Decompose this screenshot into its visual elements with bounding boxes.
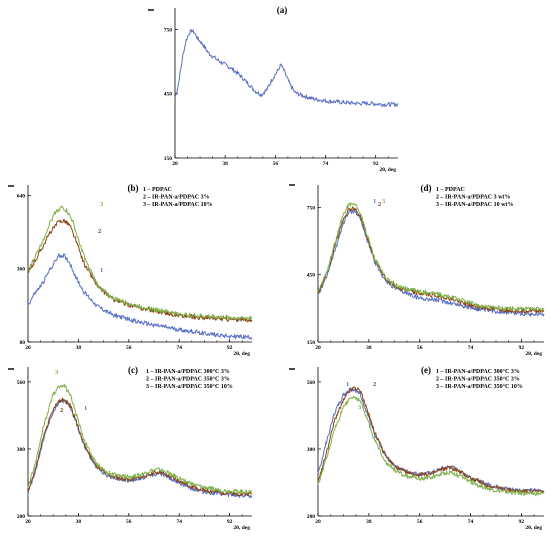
x-tick-label: 74 <box>468 519 474 525</box>
legend-entry-2: 2 – IR-PAN-a/PDPAC 3 wt% <box>436 195 510 201</box>
y-tick-label: 380 <box>307 447 316 453</box>
x-tick-label: 38 <box>366 345 372 351</box>
legend-entry-2: 2 – IR-PAN-a/PDPAC 350°C 3% <box>436 376 520 383</box>
x-tick-label: 74 <box>323 161 329 167</box>
panel-a: 20 38 56 74 92 150 450 750 2θ, deg (a) <box>148 5 399 173</box>
x-tick-label: 92 <box>227 345 233 351</box>
panel-e: 20 38 56 74 92 200 380 560 2θ, deg (e) 1 2 3 1 – IR-P… <box>289 365 545 531</box>
x-axis-label: 2θ, deg <box>525 351 542 357</box>
series-tag-3: 3 <box>382 198 386 205</box>
x-tick-label: 20 <box>315 345 321 351</box>
x-tick-label: 56 <box>126 519 132 525</box>
legend-entry-1: 1 – PDPAC <box>436 187 465 193</box>
y-tick-label: 80 <box>20 340 26 346</box>
series-line-1 <box>27 253 253 340</box>
x-axis-label: 2θ, deg <box>233 525 250 531</box>
x-tick-label: 92 <box>519 519 525 525</box>
legend-entry-1: 1 – IR-PAN-a/PDPAC 300°C 3% <box>436 368 520 375</box>
x-tick-label: 38 <box>76 345 82 351</box>
y-tick-label: 640 <box>17 193 26 199</box>
x-tick-label: 38 <box>76 519 82 525</box>
legend-entry-1: 1 – PDPAC <box>143 187 172 193</box>
y-tick-label: 150 <box>307 340 316 346</box>
x-tick-label: 92 <box>227 519 233 525</box>
series-line-1 <box>174 28 399 108</box>
series-line-1 <box>317 209 545 317</box>
y-tick-label: 750 <box>307 205 316 211</box>
series-line-2 <box>317 386 545 494</box>
series-line-2 <box>27 397 253 497</box>
series-tag-1: 1 <box>100 267 103 274</box>
series-tag-3: 3 <box>100 201 104 208</box>
x-tick-label: 74 <box>468 345 474 351</box>
series-line-2 <box>317 206 545 314</box>
series-tag-3: 3 <box>55 369 59 376</box>
panel-label: (d) <box>421 183 432 193</box>
series-line-1 <box>317 387 545 493</box>
panel-label: (c) <box>128 365 138 375</box>
series-line-3 <box>27 205 253 321</box>
y-tick-label: 150 <box>164 156 173 162</box>
series-tag-1: 1 <box>346 381 349 388</box>
x-tick-label: 38 <box>222 161 228 167</box>
x-tick-label: 56 <box>273 161 279 167</box>
y-tick-label: 200 <box>17 514 26 520</box>
x-tick-label: 92 <box>519 345 525 351</box>
x-tick-label: 56 <box>126 345 132 351</box>
series-tag-3: 3 <box>358 404 362 411</box>
x-tick-label: 20 <box>25 345 31 351</box>
legend-entry-3: 3 – IR-PAN-a/PDPAC 10 wt% <box>436 202 513 208</box>
x-axis-label: 2θ, deg <box>233 351 250 357</box>
panel-label: (a) <box>277 5 288 15</box>
series-tag-1: 1 <box>84 405 87 412</box>
x-tick-label: 74 <box>176 345 182 351</box>
series-tag-1: 1 <box>373 198 376 205</box>
y-tick-label: 380 <box>17 447 26 453</box>
x-axis-label: 2θ, deg <box>525 525 542 531</box>
series-line-3 <box>317 395 545 497</box>
legend-entry-3: 3 – IR-PAN-a/PDPAC 350°C 10% <box>436 383 523 390</box>
legend-entry-1: 1 – IR-PAN-a/PDPAC 300°C 3% <box>146 368 230 375</box>
series-tag-2: 2 <box>378 201 381 208</box>
y-tick-label: 560 <box>17 380 26 386</box>
panel-b: 20 38 56 74 92 80 360 640 2θ, deg (b) 1 2 3 1 – PDPAC… <box>8 183 253 357</box>
series-line-1 <box>27 399 253 498</box>
y-tick-label: 360 <box>17 267 26 273</box>
y-tick-label: 560 <box>307 380 316 386</box>
x-tick-label: 74 <box>176 519 182 525</box>
y-tick-label: 450 <box>307 273 316 279</box>
x-tick-label: 92 <box>373 161 379 167</box>
legend-entry-3: 3 – IR-PAN-a/PDPAC 350°C 10% <box>146 383 233 390</box>
x-axis-label: 2θ, deg <box>379 167 396 173</box>
panel-label: (b) <box>128 183 139 193</box>
x-tick-label: 38 <box>366 519 372 525</box>
series-tag-2: 2 <box>373 381 376 388</box>
y-tick-label: 450 <box>164 92 173 98</box>
series-line-3 <box>27 383 253 494</box>
x-tick-label: 56 <box>417 345 423 351</box>
y-tick-label: 750 <box>164 27 173 33</box>
legend-entry-2: 2 – IR-PAN-a/PDPAC 350°C 3% <box>146 376 230 383</box>
panel-c: 20 38 56 74 92 200 380 560 2θ, deg (c) 1 2 3 1 – IR-P… <box>8 365 253 531</box>
x-tick-label: 20 <box>172 161 178 167</box>
x-tick-label: 20 <box>315 519 321 525</box>
panel-label: (e) <box>421 365 431 375</box>
legend-entry-2: 2 – IR-PAN-a/PDPAC 3% <box>143 195 210 201</box>
legend-entry-3: 3 – IR-PAN-a/PDPAC 10% <box>143 202 213 208</box>
panel-d: 20 38 56 74 92 150 450 750 2θ, deg (d) 1 2 3 1 – PDPA… <box>289 183 545 357</box>
y-tick-label: 200 <box>307 514 316 520</box>
x-tick-label: 56 <box>417 519 423 525</box>
x-tick-label: 20 <box>25 519 31 525</box>
series-tag-2: 2 <box>60 407 63 414</box>
series-tag-2: 2 <box>98 228 101 235</box>
series-line-3 <box>317 202 545 313</box>
